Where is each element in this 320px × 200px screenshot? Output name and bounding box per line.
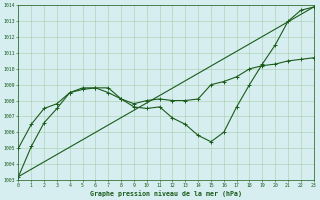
X-axis label: Graphe pression niveau de la mer (hPa): Graphe pression niveau de la mer (hPa) bbox=[90, 190, 242, 197]
